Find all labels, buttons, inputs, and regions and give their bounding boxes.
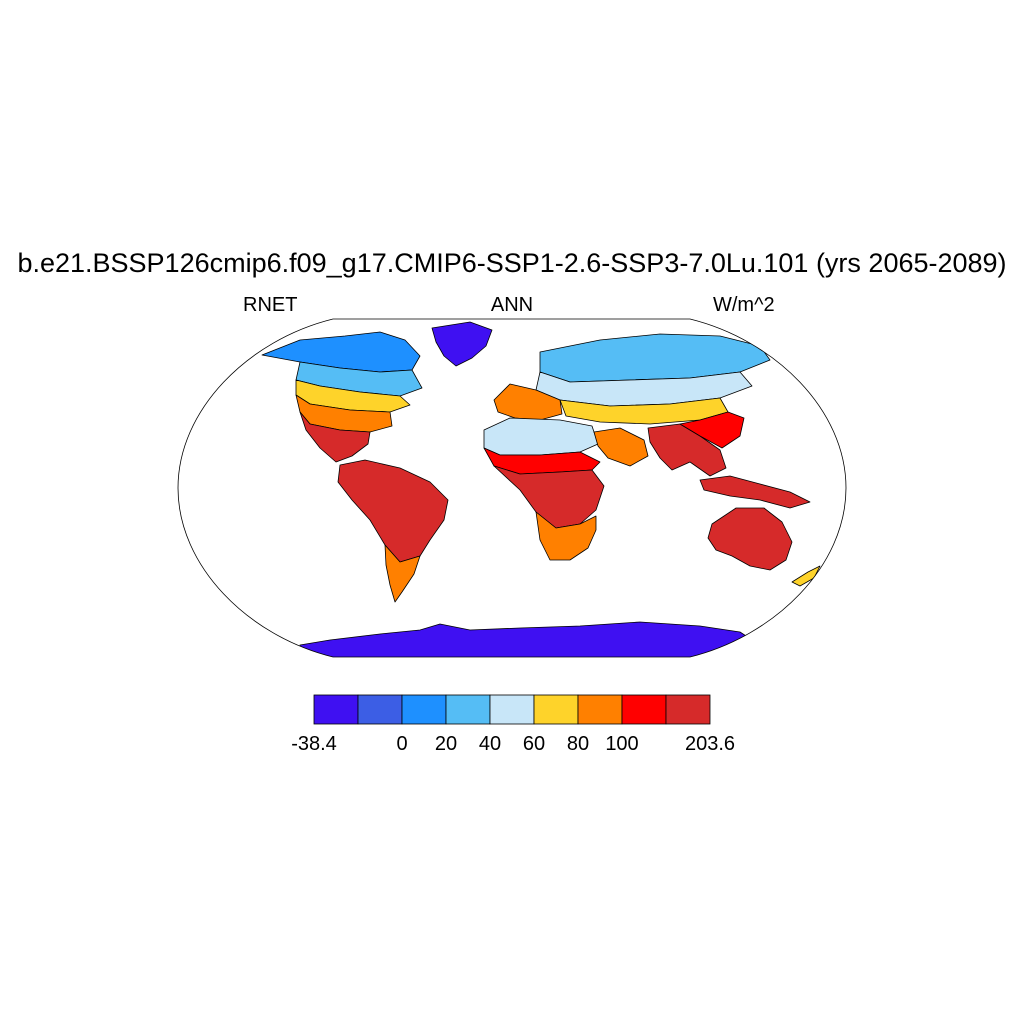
region-arabia [593,427,649,467]
region-maritime-continent [699,475,811,509]
colorbar-tick-label: 203.6 [685,733,735,755]
map-boundary [177,318,847,658]
colorbar-swatch [577,694,623,725]
colorbar-swatch [445,694,491,725]
region-greenland [431,321,493,367]
colorbar-swatch [357,694,403,725]
region-mexico-central-america [299,411,371,463]
region-china [679,411,745,449]
region-antarctica [299,621,761,657]
region-europe [493,383,563,421]
region-southern-africa [535,511,597,561]
region-south-america [337,459,449,563]
colorbar-tick-label: -38.4 [291,733,337,755]
colorbar-swatch [533,694,579,725]
colorbar-tick-label: 0 [396,733,407,755]
colorbar-tick-label: 40 [479,733,501,755]
colorbar-swatch [313,694,359,725]
colorbar-tick-label: 20 [435,733,457,755]
colorbar-swatch [665,694,711,725]
colorbar-tick-label: 80 [567,733,589,755]
region-new-zealand [791,565,821,587]
colorbar-swatch [621,694,667,725]
season-label: ANN [490,294,534,316]
variable-label: RNET [243,294,298,316]
region-tropical-africa [493,465,605,529]
colorbar-tick-label: 100 [605,733,638,755]
units-label: W/m^2 [713,294,775,316]
region-australia [707,507,793,571]
plot-title: b.e21.BSSP126cmip6.f09_g17.CMIP6-SSP1-2.… [17,248,1007,278]
colorbar-swatch [489,694,535,725]
region-patagonia [384,544,421,603]
colorbar-tick-label: 60 [523,733,545,755]
colorbar-swatch [401,694,447,725]
